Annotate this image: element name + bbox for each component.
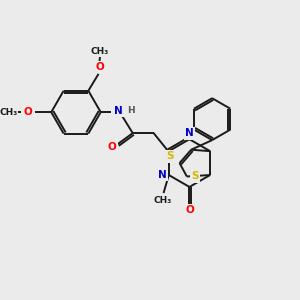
Text: N: N — [185, 128, 194, 138]
Text: N: N — [158, 170, 167, 180]
Text: O: O — [108, 142, 117, 152]
Text: O: O — [185, 205, 194, 215]
Text: H: H — [127, 106, 134, 115]
Text: O: O — [24, 107, 32, 117]
Text: N: N — [114, 106, 122, 116]
Text: S: S — [191, 172, 199, 182]
Text: CH₃: CH₃ — [0, 108, 17, 117]
Text: S: S — [166, 152, 173, 161]
Text: CH₃: CH₃ — [154, 196, 172, 205]
Text: CH₃: CH₃ — [91, 47, 109, 56]
Text: O: O — [96, 62, 104, 72]
